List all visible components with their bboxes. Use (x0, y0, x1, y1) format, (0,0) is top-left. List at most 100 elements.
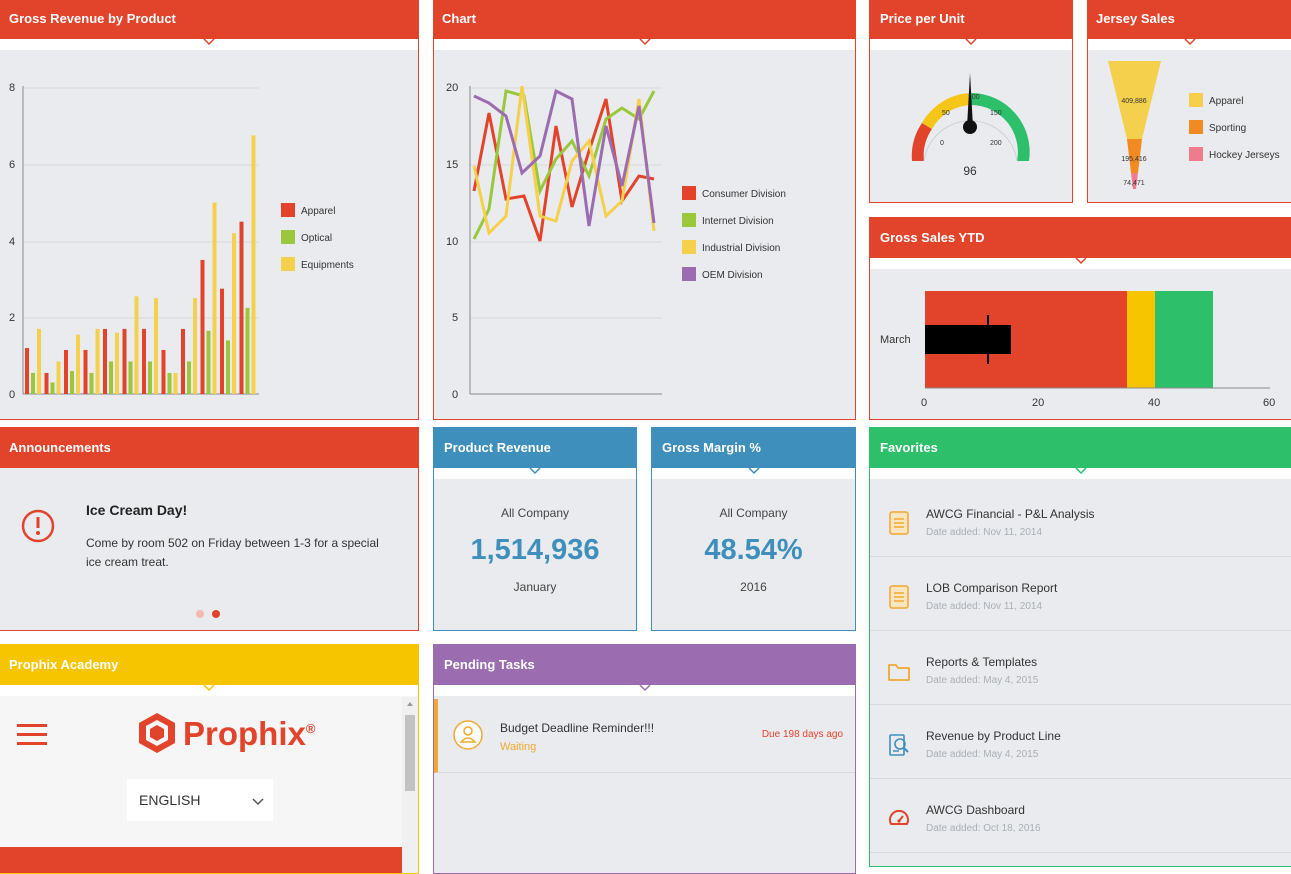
favorite-item[interactable]: Reports & Templates Date added: May 4, 2… (870, 631, 1291, 705)
collapse-bar[interactable] (870, 37, 1072, 50)
x-tick: 60 (1263, 397, 1275, 409)
favorite-date: Date added: May 4, 2015 (926, 749, 1039, 760)
jersey-sales-panel: Jersey Sales 409,886 195,416 74,471 Appa… (1087, 0, 1291, 203)
favorite-date: Date added: Nov 11, 2014 (926, 601, 1043, 612)
bullet-range-fair (1127, 291, 1155, 388)
gauge-band-green (970, 92, 1030, 161)
bar (83, 349, 88, 394)
panel-header: Product Revenue (434, 428, 636, 468)
scrollbar[interactable] (402, 697, 418, 873)
collapse-bar[interactable] (870, 256, 1291, 269)
gauge-scale-label: 200 (990, 140, 1002, 147)
chevron-down-icon[interactable] (638, 683, 652, 694)
chevron-down-icon[interactable] (1074, 256, 1088, 267)
menu-icon (17, 724, 47, 746)
collapse-bar[interactable] (652, 466, 855, 479)
task-status: Waiting (500, 741, 537, 753)
chart-panel: Chart 20 15 10 5 0 Consumer Division Int… (433, 0, 856, 420)
favorites-panel: Favorites AWCG Financial - P&L Analysis … (869, 427, 1291, 867)
collapse-bar[interactable] (434, 683, 855, 696)
chevron-down-icon[interactable] (528, 466, 542, 477)
legend-label: Industrial Division (702, 243, 780, 254)
y-tick: 8 (9, 82, 15, 94)
chevron-down-icon[interactable] (747, 466, 761, 477)
legend-swatch (682, 240, 696, 254)
scroll-up-arrow-icon[interactable] (407, 702, 413, 706)
chevron-down-icon[interactable] (1183, 37, 1197, 48)
panel-header: Jersey Sales (1088, 0, 1291, 39)
favorite-date: Date added: Nov 11, 2014 (926, 527, 1043, 538)
collapse-bar[interactable] (1088, 37, 1291, 50)
collapse-bar[interactable] (870, 466, 1291, 479)
chevron-down-icon[interactable] (964, 37, 978, 48)
y-tick: 6 (9, 159, 15, 171)
carousel-dot-active[interactable] (212, 610, 220, 618)
legend-swatch (682, 267, 696, 281)
panel-title: Prophix Academy (9, 657, 119, 672)
gauge-scale-label: 50 (942, 110, 950, 117)
dashboard-icon (889, 809, 909, 825)
bar (31, 372, 35, 394)
panel-title: Favorites (880, 440, 938, 455)
bar (193, 298, 197, 394)
chevron-down-icon[interactable] (638, 37, 652, 48)
panel-title: Gross Sales YTD (880, 230, 985, 245)
gauge-band-yellow (922, 93, 970, 129)
favorite-item[interactable]: AWCG Dashboard Date added: Oct 18, 2016 (870, 779, 1291, 853)
bar (251, 135, 256, 394)
y-tick: 0 (9, 389, 15, 401)
favorite-item[interactable]: Revenue by Product Line Date added: May … (870, 705, 1291, 779)
funnel-label: 409,886 (1121, 98, 1146, 105)
hamburger-menu-button[interactable] (17, 724, 47, 746)
prophix-logo-icon (139, 713, 175, 753)
kpi-value: 48.54% (704, 534, 803, 566)
kpi-period: 2016 (740, 580, 767, 594)
collapse-bar[interactable] (434, 37, 855, 50)
bar (226, 340, 230, 394)
report-icon (889, 511, 909, 535)
panel-title: Jersey Sales (1096, 11, 1175, 26)
chevron-down-icon[interactable] (202, 37, 216, 48)
kpi-value: 1,514,936 (470, 534, 600, 566)
funnel-label: 74,471 (1123, 180, 1145, 187)
bar (148, 361, 152, 394)
favorite-item[interactable]: AWCG Financial - P&L Analysis Date added… (870, 483, 1291, 557)
carousel-dot[interactable] (196, 610, 204, 618)
bar (142, 328, 146, 394)
legend-label: Internet Division (702, 216, 774, 227)
bar (239, 221, 244, 394)
bar (181, 328, 185, 394)
favorite-item[interactable]: LOB Comparison Report Date added: Nov 11… (870, 557, 1291, 631)
bar (154, 298, 158, 394)
series-line-consumer (472, 98, 655, 242)
favorite-title: AWCG Dashboard (926, 803, 1025, 817)
collapse-bar[interactable] (0, 683, 418, 696)
panel-header: Prophix Academy (0, 645, 418, 685)
collapse-bar[interactable] (0, 37, 418, 50)
bar (167, 372, 172, 394)
funnel-segment-hockey (1131, 173, 1138, 189)
kpi-scope: All Company (719, 506, 788, 520)
panel-header: Favorites (870, 428, 1291, 468)
bar (173, 372, 178, 394)
task-item[interactable]: Budget Deadline Reminder!!! Waiting Due … (434, 699, 855, 773)
legend-label: OEM Division (702, 270, 763, 281)
collapse-bar[interactable] (434, 466, 636, 479)
price-per-unit-panel: Price per Unit 0 50 100 150 200 96 (869, 0, 1073, 203)
bar (134, 296, 139, 394)
chevron-down-icon[interactable] (202, 683, 216, 694)
gross-margin-panel: Gross Margin % All Company 48.54% 2016 (651, 427, 856, 631)
y-tick: 10 (446, 236, 458, 248)
chevron-down-icon[interactable] (1074, 466, 1088, 477)
bar (25, 348, 29, 394)
legend-swatch (1189, 147, 1203, 161)
funnel-segment-apparel (1108, 61, 1161, 139)
legend-swatch (281, 203, 295, 217)
language-select[interactable]: ENGLISH (127, 779, 273, 821)
series-line-industrial (472, 85, 656, 236)
panel-header: Announcements (0, 428, 418, 468)
legend-swatch (1189, 120, 1203, 134)
legend-label: Optical (301, 233, 332, 244)
scrollbar-thumb[interactable] (405, 715, 415, 791)
legend-label: Sporting (1209, 123, 1246, 134)
